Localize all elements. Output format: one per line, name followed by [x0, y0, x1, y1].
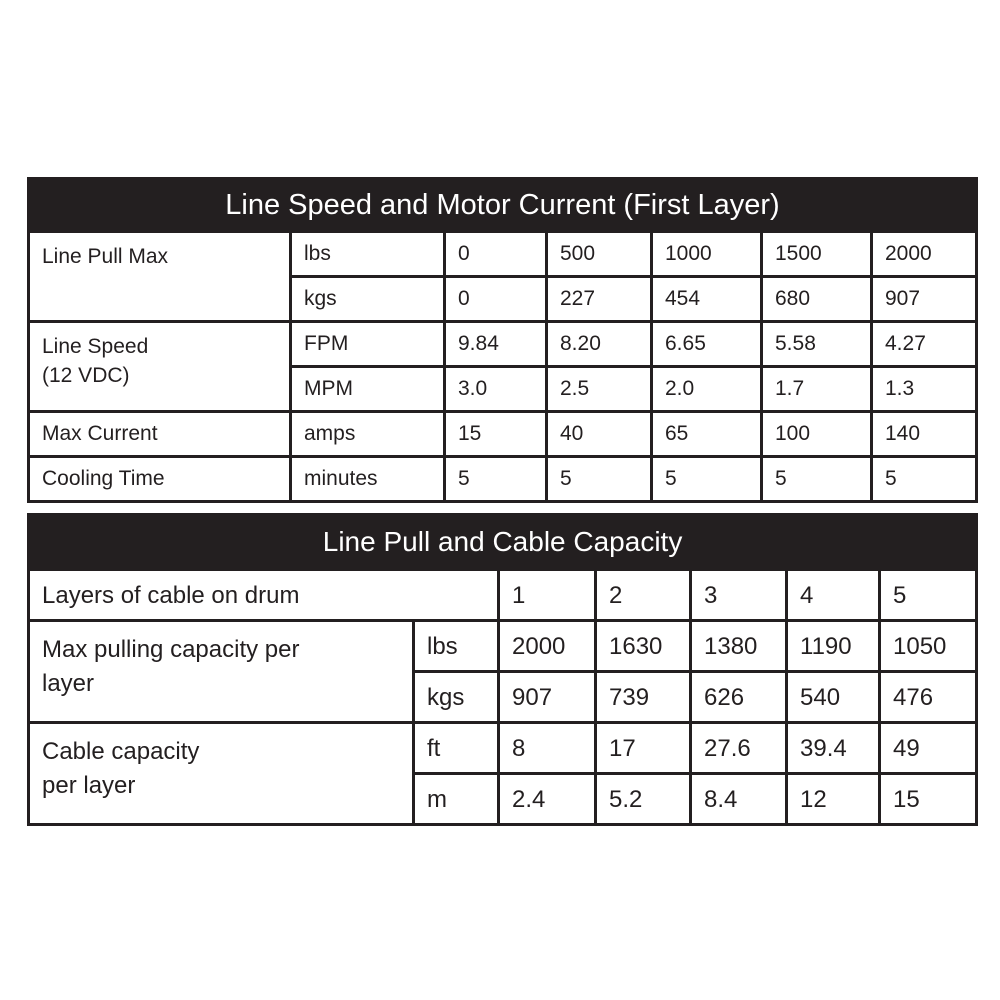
unit-cell: kgs [289, 275, 446, 323]
value-cell: 2.0 [650, 365, 763, 413]
table-row: m 2.4 5.2 8.4 12 15 [29, 772, 979, 826]
table-row: MPM 3.0 2.5 2.0 1.7 1.3 [29, 365, 978, 413]
value-cell: 1.7 [760, 365, 873, 413]
unit-cell: minutes [289, 455, 446, 503]
value-cell: 65 [650, 410, 763, 458]
value-cell: 6.65 [650, 320, 763, 368]
row-label: Cooling Time [27, 455, 292, 503]
value-cell: 2.5 [545, 365, 653, 413]
table-row: kgs 0 227 454 680 907 [29, 275, 978, 323]
value-cell: 5 [443, 455, 548, 503]
row-label: Line Pull Max [27, 230, 292, 323]
line-pull-cable-capacity-table: Line Pull and Cable Capacity Layers of c… [26, 513, 979, 826]
value-cell: 17 [594, 721, 692, 775]
table-row: Line Pull Max lbs 0 500 1000 1500 2000 [27, 230, 978, 323]
value-cell: 2000 [497, 619, 597, 673]
value-cell: 3.0 [443, 365, 548, 413]
value-cell: 140 [870, 410, 978, 458]
value-cell: 39.4 [785, 721, 881, 775]
value-cell: 5 [650, 455, 763, 503]
value-cell: 5 [545, 455, 653, 503]
value-cell: 626 [689, 670, 788, 724]
table-row: Cable capacity per layer ft 8 17 27.6 39.4 49 [27, 721, 979, 826]
value-cell: 40 [545, 410, 653, 458]
value-cell: 1630 [594, 619, 692, 673]
value-cell: 12 [785, 772, 881, 826]
value-cell: 540 [785, 670, 881, 724]
value-cell: 0 [443, 275, 548, 323]
row-label: Line Speed (12 VDC) [27, 320, 292, 413]
value-cell: 907 [870, 275, 978, 323]
row-label: Max Current [27, 410, 292, 458]
value-cell: 49 [877, 721, 979, 775]
unit-cell: lbs [412, 619, 500, 673]
table-title: Line Pull and Cable Capacity [26, 513, 979, 571]
value-cell: 5.2 [594, 772, 692, 826]
layer-cell: 2 [594, 568, 692, 622]
unit-cell: amps [289, 410, 446, 458]
value-cell: 1.3 [870, 365, 978, 413]
value-cell: 1050 [877, 619, 979, 673]
layer-cell: 4 [785, 568, 881, 622]
value-cell: 8 [497, 721, 597, 775]
value-cell: 1190 [785, 619, 881, 673]
value-cell: 680 [760, 275, 873, 323]
value-cell: 8.4 [689, 772, 788, 826]
value-cell: 8.20 [545, 320, 653, 368]
layer-cell: 3 [689, 568, 788, 622]
value-cell: 1500 [760, 230, 873, 278]
value-cell: 0 [443, 230, 548, 278]
value-cell: 907 [497, 670, 597, 724]
unit-cell: FPM [289, 320, 446, 368]
value-cell: 500 [545, 230, 653, 278]
row-label: Cable capacity per layer [27, 721, 415, 826]
value-cell: 476 [877, 670, 979, 724]
value-cell: 1380 [689, 619, 788, 673]
table-row: Cooling Time minutes 5 5 5 5 5 [27, 455, 978, 503]
row-label: Max pulling capacity per layer [27, 619, 415, 724]
layer-cell: 5 [877, 568, 979, 622]
value-cell: 9.84 [443, 320, 548, 368]
value-cell: 5 [870, 455, 978, 503]
value-cell: 15 [443, 410, 548, 458]
value-cell: 100 [760, 410, 873, 458]
value-cell: 27.6 [689, 721, 788, 775]
row-label: Layers of cable on drum [27, 568, 500, 622]
unit-cell: kgs [412, 670, 500, 724]
table-title: Line Speed and Motor Current (First Laye… [27, 177, 978, 233]
table-row: kgs 907 739 626 540 476 [29, 670, 979, 724]
value-cell: 2000 [870, 230, 978, 278]
unit-cell: lbs [289, 230, 446, 278]
value-cell: 2.4 [497, 772, 597, 826]
value-cell: 227 [545, 275, 653, 323]
value-cell: 739 [594, 670, 692, 724]
unit-cell: m [412, 772, 500, 826]
value-cell: 4.27 [870, 320, 978, 368]
value-cell: 5.58 [760, 320, 873, 368]
unit-cell: ft [412, 721, 500, 775]
table-row: Max pulling capacity per layer lbs 2000 163… [27, 619, 979, 724]
value-cell: 454 [650, 275, 763, 323]
layer-cell: 1 [497, 568, 597, 622]
value-cell: 1000 [650, 230, 763, 278]
unit-cell: MPM [289, 365, 446, 413]
value-cell: 5 [760, 455, 873, 503]
line-speed-motor-current-table: Line Speed and Motor Current (First Laye… [27, 177, 978, 503]
table-row: Line Speed (12 VDC) FPM 9.84 8.20 6.65 5.58 4.… [27, 320, 978, 413]
value-cell: 15 [877, 772, 979, 826]
table-row: Max Current amps 15 40 65 100 140 [27, 410, 978, 458]
